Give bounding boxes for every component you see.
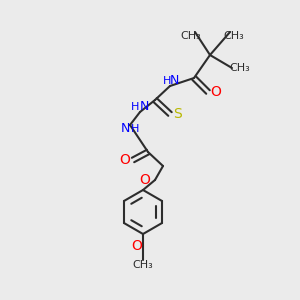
Text: H: H xyxy=(131,124,139,134)
Text: CH₃: CH₃ xyxy=(224,31,244,41)
Text: O: O xyxy=(132,239,142,253)
Text: CH₃: CH₃ xyxy=(230,63,250,73)
Text: H: H xyxy=(163,76,171,86)
Text: H: H xyxy=(131,102,139,112)
Text: N: N xyxy=(169,74,179,88)
Text: O: O xyxy=(120,153,130,167)
Text: CH₃: CH₃ xyxy=(181,31,201,41)
Text: O: O xyxy=(211,85,221,99)
Text: N: N xyxy=(120,122,130,136)
Text: O: O xyxy=(140,173,150,187)
Text: CH₃: CH₃ xyxy=(133,260,153,270)
Text: N: N xyxy=(139,100,149,113)
Text: S: S xyxy=(174,107,182,121)
